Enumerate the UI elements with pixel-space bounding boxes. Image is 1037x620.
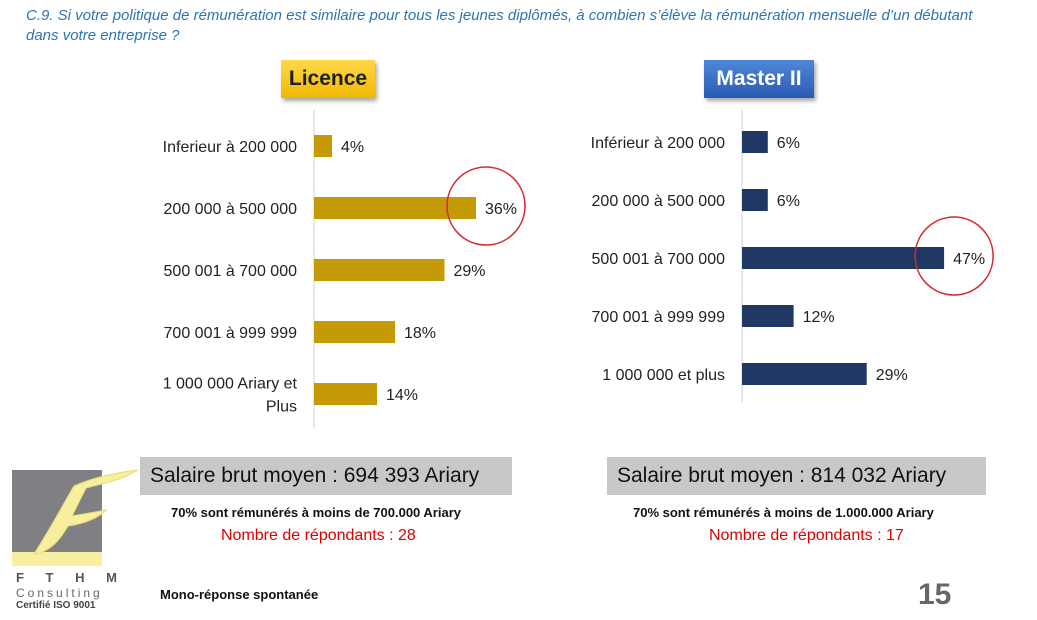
licence-note: 70% sont rémunérés à moins de 700.000 Ar… (171, 505, 461, 520)
logo-bar (12, 552, 102, 566)
category-label: 200 000 à 500 000 (164, 201, 298, 218)
category-label: Inférieur à 200 000 (591, 135, 725, 152)
category-label: 1 000 000 et plus (602, 367, 725, 384)
licence-respondents: Nombre de répondants : 28 (221, 527, 416, 544)
page-number: 15 (918, 578, 952, 611)
value-label: 6% (777, 135, 800, 152)
category-label: 1 000 000 Ariary et (163, 376, 298, 393)
master-badge: Master II (704, 60, 814, 98)
highlight-circle (446, 166, 526, 246)
bar (314, 383, 377, 405)
master-note: 70% sont rémunérés à moins de 1.000.000 … (633, 505, 934, 520)
licence-badge: Licence (281, 60, 375, 98)
category-label: 500 001 à 700 000 (592, 251, 726, 268)
value-label: 29% (454, 263, 486, 280)
bar (314, 321, 395, 343)
value-label: 4% (341, 139, 364, 156)
fthm-logo: F T H M Consulting Certifié ISO 9001 (12, 466, 140, 612)
bar (742, 247, 945, 269)
value-label: 12% (803, 309, 835, 326)
category-label: 700 001 à 999 999 (592, 309, 726, 326)
master-bar-chart: Inférieur à 200 000 6% 200 000 à 500 000 6%… (591, 110, 994, 403)
bar (314, 259, 445, 281)
category-label: Inferieur à 200 000 (163, 139, 297, 156)
bar (742, 189, 768, 211)
footer-note: Mono-réponse spontanée (160, 587, 319, 602)
master-respondents: Nombre de répondants : 17 (709, 527, 904, 544)
licence-bar-chart: Inferieur à 200 000 4% 200 000 à 500 000 36… (163, 110, 526, 428)
value-label: 18% (404, 325, 436, 342)
bar (742, 131, 768, 153)
value-label: 29% (876, 367, 908, 384)
logo-f-icon (33, 469, 139, 555)
category-label: 200 000 à 500 000 (592, 193, 726, 210)
logo-name: F T H M (16, 570, 126, 585)
logo-sub: Consulting (16, 586, 103, 600)
value-label: 47% (953, 251, 985, 268)
master-salary-box: Salaire brut moyen : 814 032 Ariary (607, 457, 986, 495)
highlight-circle (914, 216, 994, 296)
bar (314, 197, 476, 219)
category-label: 700 001 à 999 999 (164, 325, 298, 342)
category-label: Plus (266, 399, 297, 416)
question-text: C.9. Si votre politique de rémunération … (26, 7, 973, 44)
bar (742, 305, 794, 327)
bar (314, 135, 332, 157)
logo-cert: Certifié ISO 9001 (16, 600, 96, 611)
bar (742, 363, 867, 385)
value-label: 6% (777, 193, 800, 210)
value-label: 14% (386, 387, 418, 404)
category-label: 500 001 à 700 000 (164, 263, 298, 280)
licence-salary-box: Salaire brut moyen : 694 393 Ariary (140, 457, 512, 495)
value-label: 36% (485, 201, 517, 218)
